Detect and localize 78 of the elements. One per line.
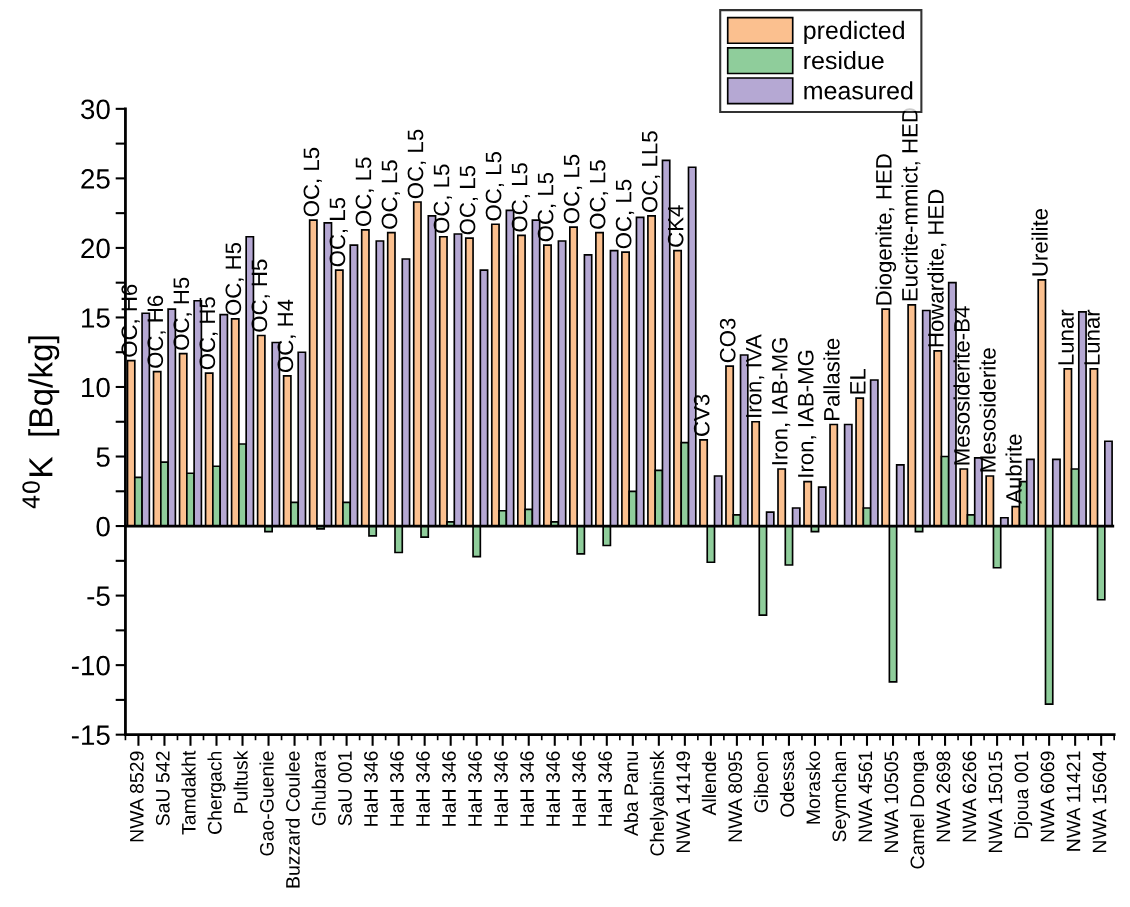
y-tick-label: -10 — [71, 655, 110, 676]
y-tick-label: -5 — [87, 586, 110, 606]
y-tick-label: -15 — [71, 725, 110, 746]
x-tick-label: HaH 346 — [468, 751, 482, 826]
data-label: Iron, IAB-MG — [771, 338, 791, 465]
x-tick-label: Odessa — [779, 750, 795, 817]
x-tick-label: Aba Panu — [623, 751, 639, 837]
x-tick-label: NWA 4561 — [858, 751, 873, 842]
x-tick-label: Gao-Guenie — [259, 751, 274, 856]
x-tick-label: NWA 6266 — [962, 751, 977, 842]
y-tick-label: 10 — [82, 377, 110, 398]
data-label: Iron, IVA — [746, 334, 765, 417]
data-label: OC, L5 — [407, 129, 426, 199]
data-label: Howardite, HED — [927, 189, 947, 347]
x-tick-label: HaH 346 — [546, 751, 560, 826]
x-tick-label: Buzzard Coulee — [285, 751, 300, 888]
x-tick-label: NWA 8529 — [129, 751, 144, 842]
data-label: OC, L5 — [459, 165, 478, 235]
x-tick-label: Morasko — [805, 751, 821, 824]
y-tick-label: 5 — [96, 447, 110, 467]
legend-label: predicted — [804, 20, 904, 45]
x-tick-label: SaU 542 — [155, 751, 170, 826]
data-label: Ureilite — [1031, 208, 1048, 276]
x-tick-label: HaH 346 — [442, 751, 456, 826]
data-label: Mesosiderite-B4 — [953, 306, 970, 465]
x-tick-label: NWA 6069 — [1040, 751, 1055, 842]
x-tick-label: NWA 15015 — [988, 751, 1003, 853]
y-tick-label: 15 — [82, 308, 110, 328]
x-tick-label: Gibeon — [753, 751, 769, 813]
x-tick-label: Camel Donga — [909, 750, 929, 869]
x-tick-label: NWA 2698 — [936, 751, 951, 842]
x-tick-label: SaU 001 — [338, 751, 352, 826]
x-tick-label: NWA 10505 — [884, 751, 899, 853]
y-axis-title: $^{40}$K [Bq/kg] — [22, 336, 60, 509]
data-label: Aubrite — [1005, 434, 1022, 504]
y-tick-label: 30 — [81, 99, 110, 120]
data-label: OC, H5 — [225, 242, 244, 316]
x-tick-label: Allende — [701, 751, 717, 816]
x-tick-label: NWA 8095 — [728, 751, 743, 842]
y-tick-label: 20 — [81, 238, 110, 259]
y-tick-label: 0 — [96, 516, 110, 537]
x-tick-label: Chergach — [207, 751, 226, 834]
x-tick-label: HaH 346 — [390, 751, 404, 826]
data-label: Lunar — [1058, 309, 1074, 365]
x-tick-label: Pultusk — [233, 750, 248, 813]
data-label: Iron, IAB-MG — [797, 350, 817, 477]
x-tick-label: NWA 11421 — [1066, 751, 1081, 851]
data-label: OC, L5 — [563, 154, 583, 224]
data-label: OC, L5 — [381, 160, 400, 229]
data-label: OC, L5 — [355, 157, 374, 226]
y-tick-label: 25 — [81, 169, 110, 189]
data-label: Lunar — [1084, 309, 1100, 365]
data-label: EL — [850, 368, 866, 394]
x-tick-label: HaH 346 — [416, 751, 430, 826]
data-label: OC, L5 — [485, 152, 505, 221]
data-label: Diogenite, HED — [875, 154, 897, 305]
data-label: CO3 — [719, 318, 736, 363]
x-tick-label: HaH 346 — [598, 751, 613, 826]
x-tick-label: Djoua 001 — [1014, 751, 1033, 838]
x-tick-label: Tamdakht — [181, 750, 196, 835]
data-label: OC, L5 — [589, 160, 609, 229]
data-label: OC, L5 — [303, 147, 322, 217]
x-tick-label: HaH 346 — [572, 751, 586, 826]
x-tick-label: Chelyabinsk — [649, 750, 668, 856]
data-label: Pallasite — [823, 338, 840, 420]
data-label: Eucrite-mmict, HED — [901, 108, 921, 301]
x-tick-label: Seymchan — [831, 751, 851, 842]
x-tick-label: HaH 346 — [520, 751, 534, 826]
legend-label: residue — [804, 50, 884, 70]
x-tick-label: NWA 15604 — [1092, 751, 1107, 853]
data-label: Mesosiderite — [979, 348, 996, 472]
data-label: OC, L5 — [615, 179, 635, 249]
legend-label: measured — [804, 81, 913, 100]
x-tick-label: NWA 14149 — [676, 751, 691, 853]
x-tick-label: HaH 346 — [494, 751, 508, 826]
x-tick-label: HaH 346 — [364, 751, 378, 826]
x-tick-label: Ghubara — [311, 750, 326, 826]
data-label: OC, LL5 — [641, 131, 661, 213]
